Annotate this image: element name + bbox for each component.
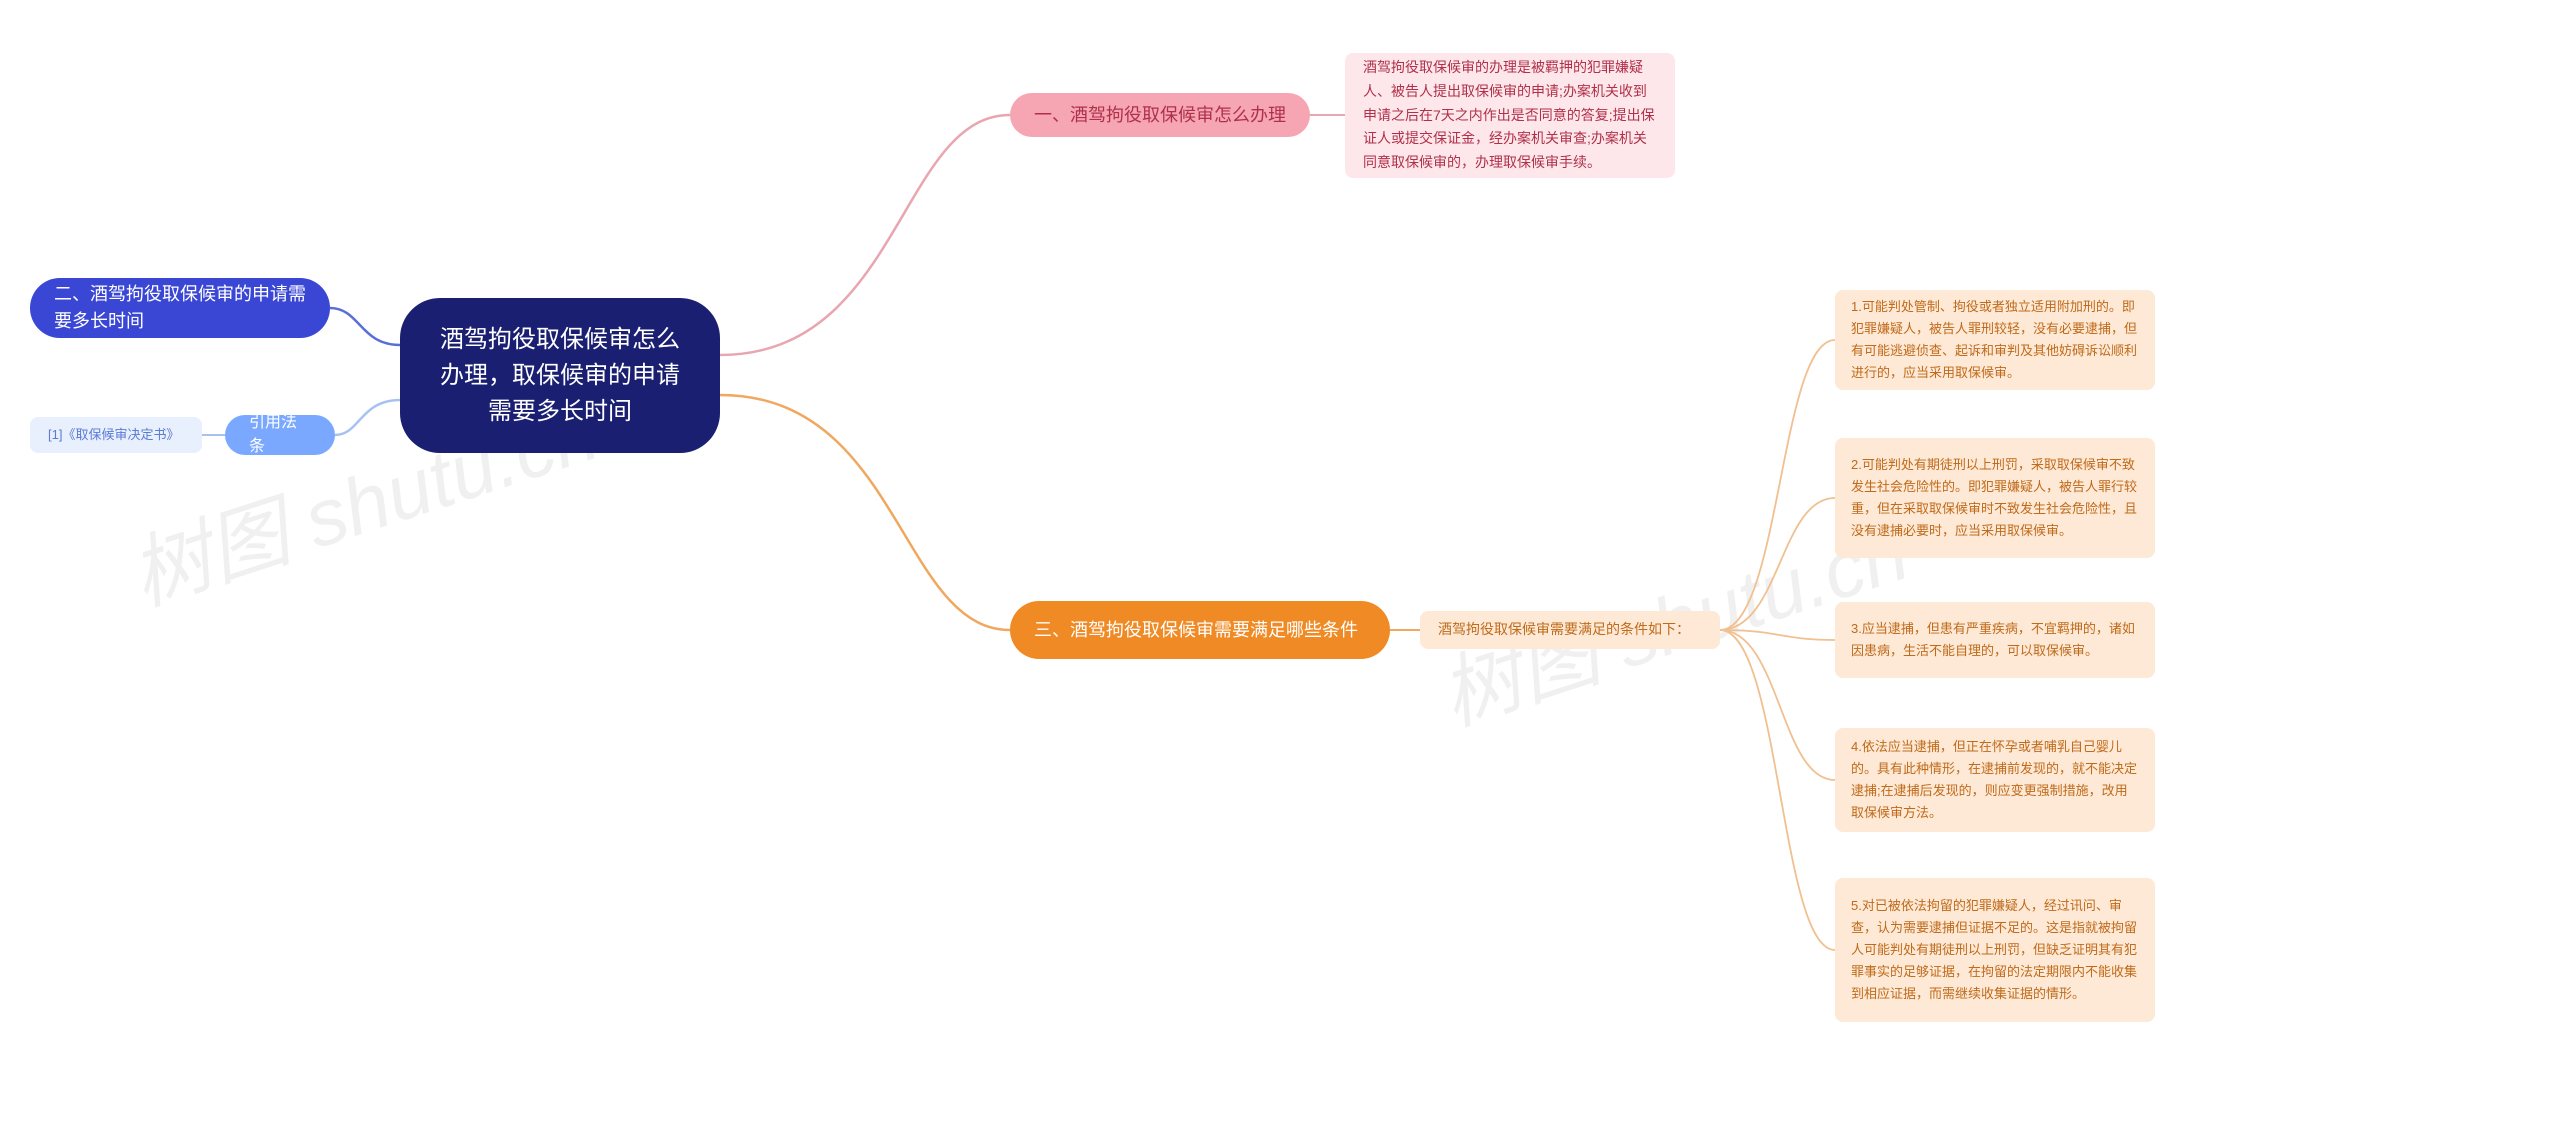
branch-1[interactable]: 一、酒驾拘役取保候审怎么办理: [1010, 93, 1310, 137]
branch-1-detail: 酒驾拘役取保候审的办理是被羁押的犯罪嫌疑人、被告人提出取保候审的申请;办案机关收…: [1345, 53, 1675, 178]
branch-1-detail-text: 酒驾拘役取保候审的办理是被羁押的犯罪嫌疑人、被告人提出取保候审的申请;办案机关收…: [1363, 56, 1657, 175]
branch-3-sub-text: 酒驾拘役取保候审需要满足的条件如下：: [1438, 618, 1690, 642]
branch-3-item-5: 5.对已被依法拘留的犯罪嫌疑人，经过讯问、审查，认为需要逮捕但证据不足的。这是指…: [1835, 878, 2155, 1022]
branch-ref-detail-text: [1]《取保候审决定书》: [48, 424, 179, 446]
branch-ref[interactable]: 引用法条: [225, 415, 335, 455]
branch-3-item-4-text: 4.依法应当逮捕，但正在怀孕或者哺乳自己婴儿的。具有此种情形，在逮捕前发现的，就…: [1851, 736, 2139, 824]
branch-3-item-2-text: 2.可能判处有期徒刑以上刑罚，采取取保候审不致发生社会危险性的。即犯罪嫌疑人，被…: [1851, 454, 2139, 542]
branch-ref-label: 引用法条: [249, 411, 311, 459]
branch-3-item-2: 2.可能判处有期徒刑以上刑罚，采取取保候审不致发生社会危险性的。即犯罪嫌疑人，被…: [1835, 438, 2155, 558]
branch-3-item-5-text: 5.对已被依法拘留的犯罪嫌疑人，经过讯问、审查，认为需要逮捕但证据不足的。这是指…: [1851, 895, 2139, 1005]
branch-1-label: 一、酒驾拘役取保候审怎么办理: [1034, 102, 1286, 129]
branch-3-label: 三、酒驾拘役取保候审需要满足哪些条件: [1034, 617, 1358, 644]
branch-3[interactable]: 三、酒驾拘役取保候审需要满足哪些条件: [1010, 601, 1390, 659]
connection-lines: [0, 0, 2560, 1146]
branch-3-item-3: 3.应当逮捕，但患有严重疾病，不宜羁押的，诸如因患病，生活不能自理的，可以取保候…: [1835, 602, 2155, 678]
branch-3-item-1-text: 1.可能判处管制、拘役或者独立适用附加刑的。即犯罪嫌疑人，被告人罪刑较轻，没有必…: [1851, 296, 2139, 384]
branch-2[interactable]: 二、酒驾拘役取保候审的申请需要多长时间: [30, 278, 330, 338]
branch-3-sub: 酒驾拘役取保候审需要满足的条件如下：: [1420, 611, 1720, 649]
branch-2-label: 二、酒驾拘役取保候审的申请需要多长时间: [54, 281, 306, 335]
branch-3-item-1: 1.可能判处管制、拘役或者独立适用附加刑的。即犯罪嫌疑人，被告人罪刑较轻，没有必…: [1835, 290, 2155, 390]
branch-ref-detail: [1]《取保候审决定书》: [30, 417, 202, 453]
root-text: 酒驾拘役取保候审怎么办理，取保候审的申请需要多长时间: [430, 322, 690, 430]
root-node[interactable]: 酒驾拘役取保候审怎么办理，取保候审的申请需要多长时间: [400, 298, 720, 453]
branch-3-item-3-text: 3.应当逮捕，但患有严重疾病，不宜羁押的，诸如因患病，生活不能自理的，可以取保候…: [1851, 618, 2139, 662]
branch-3-item-4: 4.依法应当逮捕，但正在怀孕或者哺乳自己婴儿的。具有此种情形，在逮捕前发现的，就…: [1835, 728, 2155, 832]
